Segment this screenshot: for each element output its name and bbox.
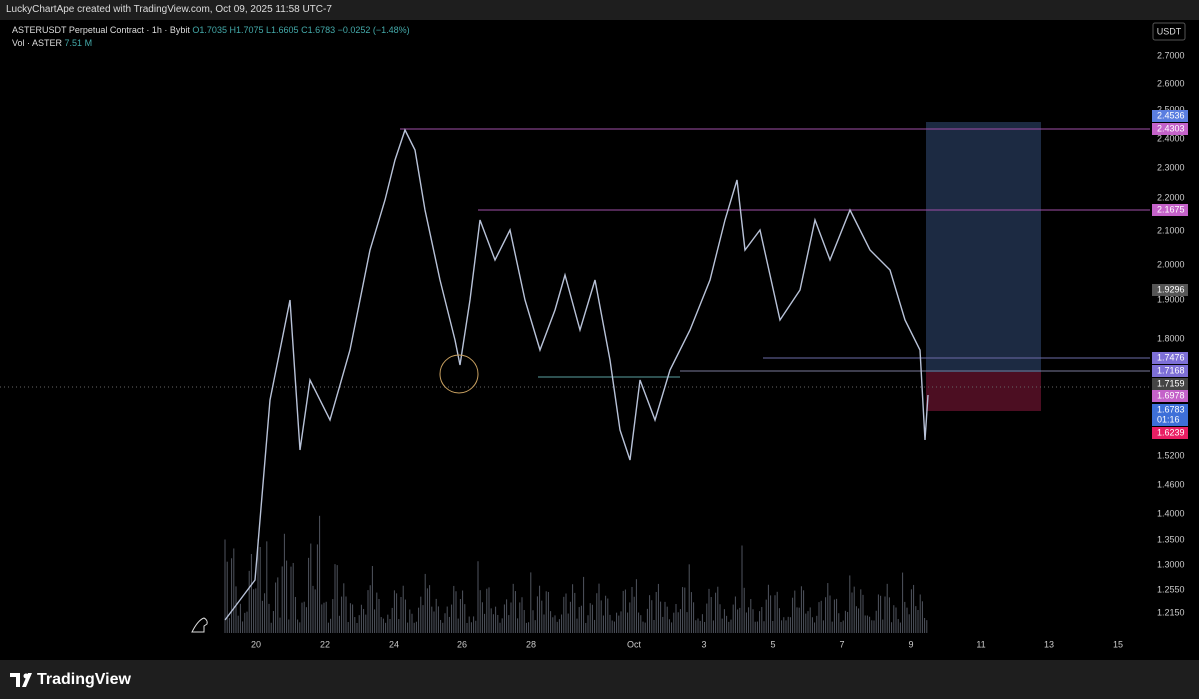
- brand: TradingView: [37, 671, 132, 688]
- time-label: 22: [320, 639, 330, 649]
- dino-icon: [191, 617, 208, 633]
- price-label: 2.2000: [1157, 192, 1185, 202]
- price-path: [224, 128, 929, 621]
- chart: USDT ASTERUSDT Perpetual Contract · 1h ·…: [0, 20, 1199, 660]
- time-label: 26: [457, 639, 467, 649]
- price-label: 1.3500: [1157, 534, 1185, 544]
- price-label: 2.4000: [1157, 133, 1185, 143]
- price-tag-text: 01:16: [1157, 414, 1180, 424]
- price-tag-text: 1.7476: [1157, 352, 1185, 362]
- logo: TradingView: [10, 671, 132, 688]
- price-label: 1.3000: [1157, 559, 1185, 569]
- price-label: 1.2150: [1157, 607, 1185, 617]
- price-tag: [1152, 404, 1188, 416]
- logo-dot: [23, 673, 29, 679]
- price-label: 2.6000: [1157, 78, 1185, 88]
- time-label: 20: [251, 639, 261, 649]
- price-label: 1.4600: [1157, 479, 1185, 489]
- price-label: 1.2550: [1157, 584, 1185, 594]
- volume-legend: Vol · ASTER 7.51 M: [12, 38, 92, 48]
- price-label: 2.0000: [1157, 259, 1185, 269]
- change: −0.0252 (−1.48%): [338, 25, 410, 35]
- time-label: 5: [770, 639, 775, 649]
- legend-line: ASTERUSDT Perpetual Contract · 1h · Bybi…: [12, 25, 410, 35]
- price-tag-text: 1.6239: [1157, 427, 1185, 437]
- currency: USDT: [1157, 26, 1182, 36]
- price-label: 2.3000: [1157, 162, 1185, 172]
- time-label: Oct: [627, 639, 642, 649]
- time-label: 28: [526, 639, 536, 649]
- price-label: 2.5000: [1157, 104, 1185, 114]
- price-tag-text: 1.7159: [1157, 378, 1185, 388]
- price-label: 1.5200: [1157, 450, 1185, 460]
- time-label: 15: [1113, 639, 1123, 649]
- price-tag-text: 1.6783: [1157, 404, 1185, 414]
- stop-zone: [926, 372, 1041, 411]
- volume-value: 7.51 M: [65, 38, 93, 48]
- price-tag: [1152, 352, 1188, 364]
- volume-label: Vol · ASTER: [12, 38, 63, 48]
- high: H1.7075: [229, 25, 263, 35]
- price-tag: [1152, 414, 1188, 426]
- time-label: 24: [389, 639, 399, 649]
- time-label: 13: [1044, 639, 1054, 649]
- price-tag-text: 1.9296: [1157, 284, 1185, 294]
- price-label: 1.8000: [1157, 333, 1185, 343]
- price-tag: [1152, 110, 1188, 122]
- price-label: 1.9000: [1157, 294, 1185, 304]
- open: O1.7035: [192, 25, 227, 35]
- time-label: 3: [701, 639, 706, 649]
- low: L1.6605: [266, 25, 299, 35]
- close: C1.6783: [301, 25, 335, 35]
- price-tag-text: 2.1675: [1157, 204, 1185, 214]
- price-tag-text: 2.4536: [1157, 110, 1185, 120]
- currency-box: [1152, 22, 1186, 41]
- price-tag: [1152, 427, 1188, 439]
- volume: [224, 515, 928, 633]
- price-tag: [1152, 284, 1188, 296]
- price-label: 2.7000: [1157, 50, 1185, 60]
- price-tag-text: 1.6978: [1157, 390, 1185, 400]
- price-tag-text: 1.7168: [1157, 365, 1185, 375]
- target-zone: [926, 122, 1041, 372]
- price-tag: [1152, 123, 1188, 135]
- price-label: 1.4000: [1157, 508, 1185, 518]
- symbol: ASTERUSDT Perpetual Contract · 1h · Bybi…: [12, 25, 190, 35]
- header: LuckyChartApe created with TradingView.c…: [0, 0, 1199, 20]
- price-tag-text: 2.4303: [1157, 123, 1185, 133]
- price-label: 2.1000: [1157, 225, 1185, 235]
- time-label: 7: [839, 639, 844, 649]
- time-label: 9: [908, 639, 913, 649]
- time-label: 11: [976, 639, 985, 649]
- price-tag: [1152, 378, 1188, 390]
- footer: TradingView: [0, 660, 1199, 699]
- price-tag: [1152, 390, 1188, 402]
- logo-mark: [10, 673, 32, 687]
- price-tag: [1152, 365, 1188, 377]
- price-tag: [1152, 204, 1188, 216]
- highlight-circle: [439, 354, 479, 394]
